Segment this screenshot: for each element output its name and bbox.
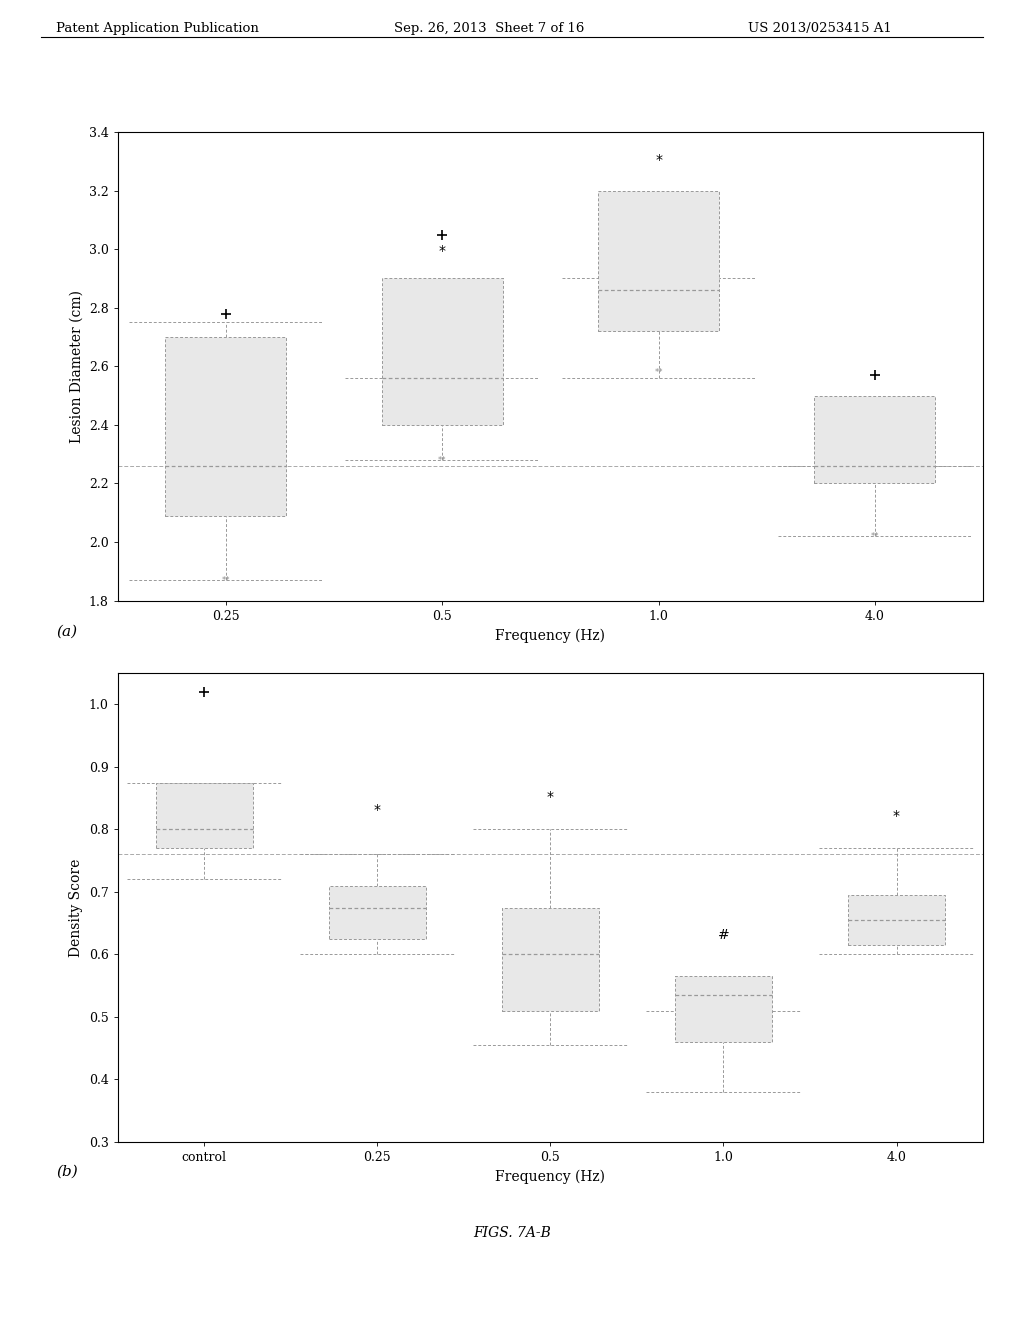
Y-axis label: Lesion Diameter (cm): Lesion Diameter (cm) — [70, 290, 83, 442]
Text: **: ** — [221, 576, 230, 585]
Text: #: # — [718, 928, 729, 942]
Text: FIGS. 7A-B: FIGS. 7A-B — [473, 1226, 551, 1239]
Bar — [156, 783, 253, 849]
Bar — [814, 396, 936, 483]
X-axis label: Frequency (Hz): Frequency (Hz) — [496, 1170, 605, 1184]
Bar — [598, 190, 719, 331]
Text: Sep. 26, 2013  Sheet 7 of 16: Sep. 26, 2013 Sheet 7 of 16 — [394, 22, 585, 34]
X-axis label: Frequency (Hz): Frequency (Hz) — [496, 628, 605, 643]
Text: *: * — [893, 809, 900, 824]
Text: US 2013/0253415 A1: US 2013/0253415 A1 — [748, 22, 891, 34]
Bar — [675, 977, 772, 1041]
Text: **: ** — [870, 532, 880, 541]
Y-axis label: Density Score: Density Score — [70, 858, 83, 957]
Text: Patent Application Publication: Patent Application Publication — [56, 22, 259, 34]
Text: *: * — [374, 803, 381, 817]
Bar — [382, 279, 503, 425]
Text: *: * — [438, 244, 445, 257]
Text: **: ** — [654, 368, 663, 376]
Text: (b): (b) — [56, 1164, 78, 1179]
Text: **: ** — [438, 455, 446, 465]
Text: *: * — [655, 153, 663, 168]
Bar — [165, 337, 287, 516]
Bar — [502, 908, 599, 1011]
Bar — [848, 895, 945, 945]
Text: (a): (a) — [56, 624, 78, 639]
Text: *: * — [547, 791, 554, 804]
Bar — [329, 886, 426, 939]
